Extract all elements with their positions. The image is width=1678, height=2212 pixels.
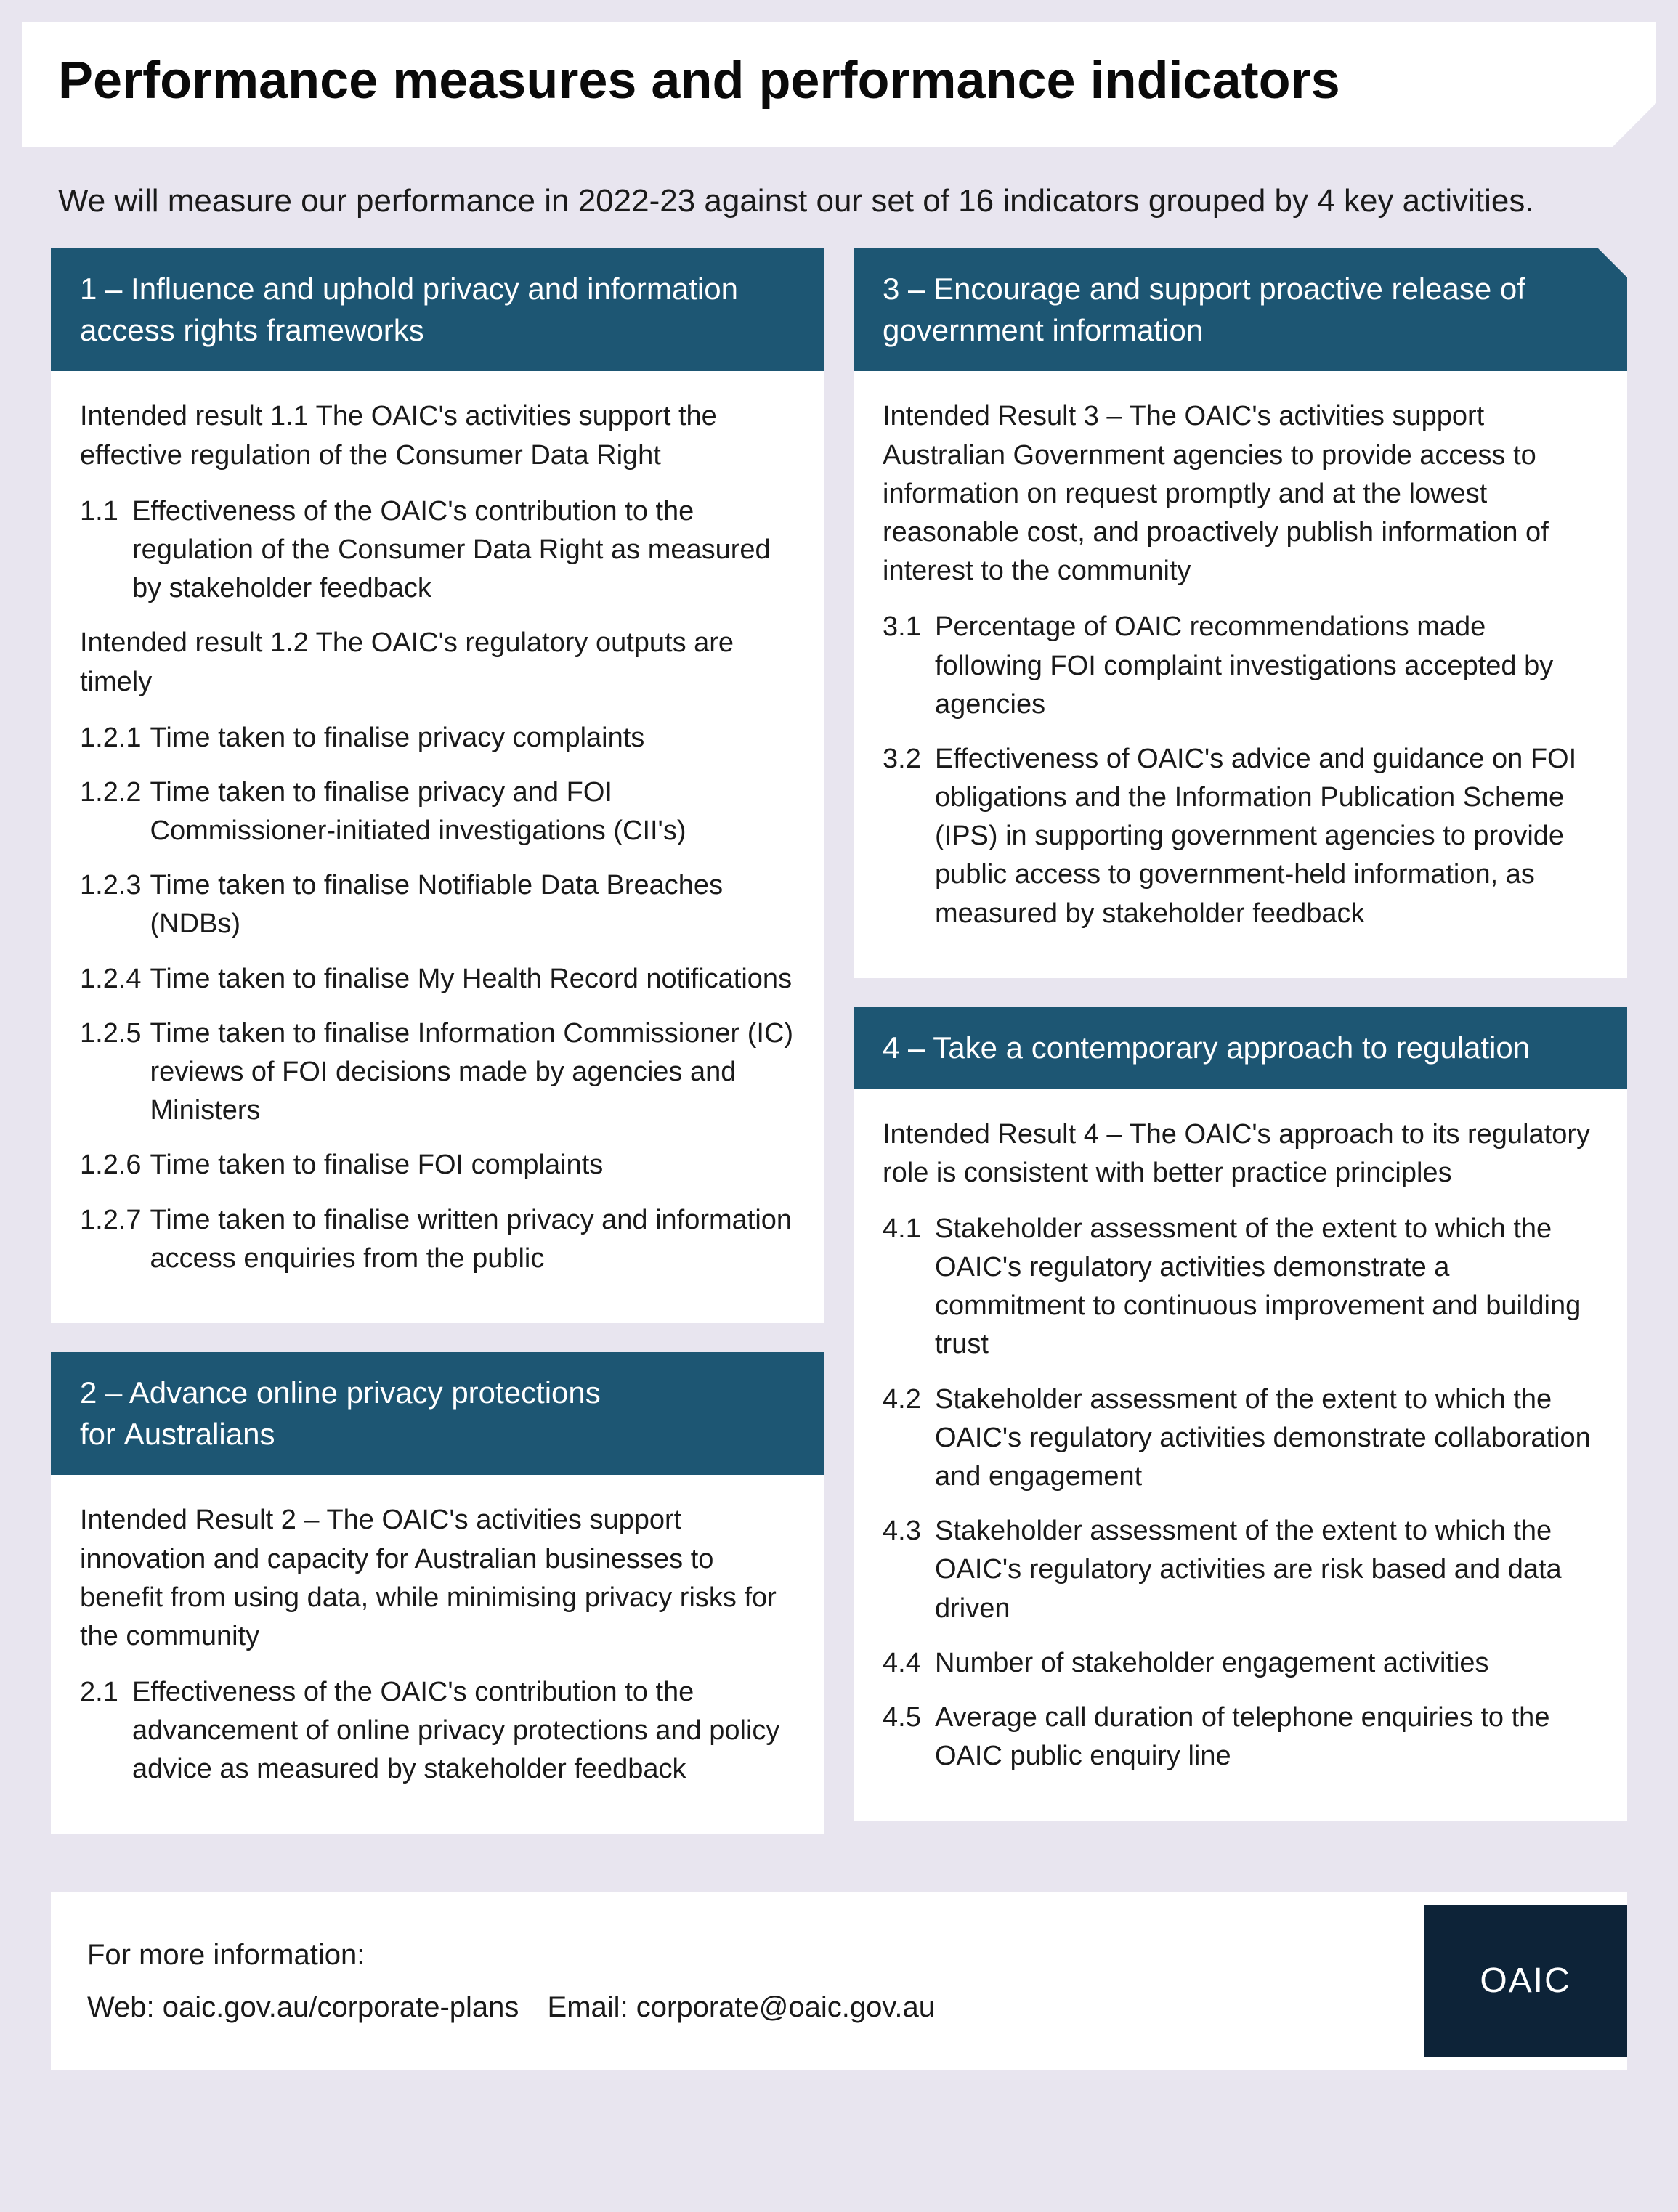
indicator-text: Time taken to finalise My Health Record … [150, 960, 795, 999]
indicator-text: Time taken to finalise privacy complaint… [150, 719, 795, 757]
card-2: 2 – Advance online privacy protections f… [51, 1352, 824, 1834]
card-1: 1 – Influence and uphold privacy and inf… [51, 248, 824, 1323]
card-4-header: 4 – Take a contemporary approach to regu… [854, 1007, 1627, 1089]
indicator-1-2-4: 1.2.4 Time taken to finalise My Health R… [80, 960, 795, 999]
indicator-text: Average call duration of telephone enqui… [935, 1699, 1598, 1776]
indicator-num: 1.2.6 [80, 1146, 150, 1184]
indicator-text: Stakeholder assessment of the extent to … [935, 1512, 1598, 1628]
indicator-4-3: 4.3 Stakeholder assessment of the extent… [883, 1512, 1598, 1628]
more-info-label: For more information: [87, 1929, 1387, 1981]
indicator-text: Time taken to finalise Notifiable Data B… [150, 866, 795, 943]
page-title: Performance measures and performance ind… [58, 51, 1620, 110]
right-column: 3 – Encourage and support proactive rele… [854, 248, 1627, 1834]
indicator-num: 1.2.2 [80, 773, 150, 850]
indicator-text: Effectiveness of the OAIC's contribution… [132, 492, 795, 609]
indicator-text: Number of stakeholder engagement activit… [935, 1644, 1598, 1683]
indicator-3-2: 3.2 Effectiveness of OAIC's advice and g… [883, 740, 1598, 933]
indicator-text: Time taken to finalise written privacy a… [150, 1201, 795, 1278]
indicator-1-2-2: 1.2.2 Time taken to finalise privacy and… [80, 773, 795, 850]
result-3: Intended Result 3 – The OAIC's activitie… [883, 397, 1598, 590]
indicator-text: Stakeholder assessment of the extent to … [935, 1381, 1598, 1497]
card-1-body: Intended result 1.1 The OAIC's activitie… [51, 371, 824, 1323]
indicator-text: Stakeholder assessment of the extent to … [935, 1210, 1598, 1365]
contact-line: Web: oaic.gov.au/corporate-plans Email: … [87, 1981, 1387, 2033]
indicator-num: 1.2.5 [80, 1014, 150, 1131]
indicator-1-2-1: 1.2.1 Time taken to finalise privacy com… [80, 719, 795, 757]
indicator-text: Percentage of OAIC recommendations made … [935, 608, 1598, 724]
web-contact: Web: oaic.gov.au/corporate-plans [87, 1991, 519, 2023]
indicator-text: Effectiveness of the OAIC's contribution… [132, 1673, 795, 1789]
result-1-1: Intended result 1.1 The OAIC's activitie… [80, 397, 795, 474]
indicator-num: 2.1 [80, 1673, 132, 1789]
email-contact: Email: corporate@oaic.gov.au [548, 1991, 935, 2023]
result-2: Intended Result 2 – The OAIC's activitie… [80, 1501, 795, 1656]
indicator-4-5: 4.5 Average call duration of telephone e… [883, 1699, 1598, 1776]
indicator-4-1: 4.1 Stakeholder assessment of the extent… [883, 1210, 1598, 1365]
indicator-num: 4.3 [883, 1512, 935, 1628]
columns: 1 – Influence and uphold privacy and inf… [22, 248, 1656, 1878]
oaic-logo: OAIC [1424, 1905, 1627, 2057]
footer: For more information: Web: oaic.gov.au/c… [51, 1892, 1627, 2070]
indicator-1-2-3: 1.2.3 Time taken to finalise Notifiable … [80, 866, 795, 943]
card-4: 4 – Take a contemporary approach to regu… [854, 1007, 1627, 1821]
indicator-1-2-6: 1.2.6 Time taken to finalise FOI complai… [80, 1146, 795, 1184]
card-1-header: 1 – Influence and uphold privacy and inf… [51, 248, 824, 371]
indicator-num: 3.1 [883, 608, 935, 724]
card-4-body: Intended Result 4 – The OAIC's approach … [854, 1089, 1627, 1821]
indicator-text: Time taken to finalise FOI complaints [150, 1146, 795, 1184]
indicator-text: Effectiveness of OAIC's advice and guida… [935, 740, 1598, 933]
indicator-text: Time taken to finalise Information Commi… [150, 1014, 795, 1131]
indicator-1-1: 1.1 Effectiveness of the OAIC's contribu… [80, 492, 795, 609]
indicator-num: 4.4 [883, 1644, 935, 1683]
card-3: 3 – Encourage and support proactive rele… [854, 248, 1627, 978]
indicator-1-2-5: 1.2.5 Time taken to finalise Information… [80, 1014, 795, 1131]
result-4: Intended Result 4 – The OAIC's approach … [883, 1115, 1598, 1192]
page-container: Performance measures and performance ind… [22, 22, 1656, 2070]
indicator-2-1: 2.1 Effectiveness of the OAIC's contribu… [80, 1673, 795, 1789]
intro-text: We will measure our performance in 2022-… [22, 147, 1656, 248]
card-2-header: 2 – Advance online privacy protections f… [51, 1352, 824, 1475]
indicator-num: 1.2.4 [80, 960, 150, 999]
indicator-num: 4.1 [883, 1210, 935, 1365]
indicator-text: Time taken to finalise privacy and FOI C… [150, 773, 795, 850]
indicator-num: 4.5 [883, 1699, 935, 1776]
indicator-num: 1.2.7 [80, 1201, 150, 1278]
indicator-num: 1.2.3 [80, 866, 150, 943]
indicator-num: 4.2 [883, 1381, 935, 1497]
indicator-4-4: 4.4 Number of stakeholder engagement act… [883, 1644, 1598, 1683]
indicator-1-2-7: 1.2.7 Time taken to finalise written pri… [80, 1201, 795, 1278]
left-column: 1 – Influence and uphold privacy and inf… [51, 248, 824, 1834]
indicator-num: 1.1 [80, 492, 132, 609]
title-bar: Performance measures and performance ind… [22, 22, 1656, 147]
footer-info: For more information: Web: oaic.gov.au/c… [51, 1892, 1424, 2070]
card-3-header: 3 – Encourage and support proactive rele… [854, 248, 1627, 371]
indicator-4-2: 4.2 Stakeholder assessment of the extent… [883, 1381, 1598, 1497]
result-1-2: Intended result 1.2 The OAIC's regulator… [80, 624, 795, 701]
indicator-3-1: 3.1 Percentage of OAIC recommendations m… [883, 608, 1598, 724]
card-2-body: Intended Result 2 – The OAIC's activitie… [51, 1475, 824, 1834]
indicator-num: 1.2.1 [80, 719, 150, 757]
card-3-body: Intended Result 3 – The OAIC's activitie… [854, 371, 1627, 977]
indicator-num: 3.2 [883, 740, 935, 933]
